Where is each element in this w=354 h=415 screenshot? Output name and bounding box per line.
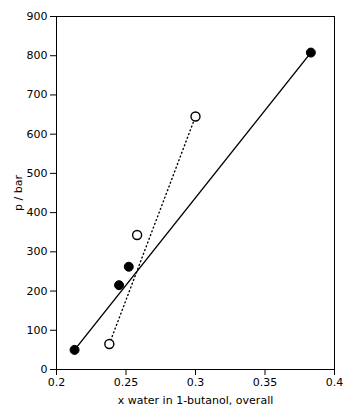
svg-text:800: 800 bbox=[27, 49, 48, 62]
svg-text:300: 300 bbox=[27, 245, 48, 258]
svg-text:900: 900 bbox=[27, 10, 48, 23]
svg-text:500: 500 bbox=[27, 167, 48, 180]
svg-text:0.25: 0.25 bbox=[114, 376, 139, 389]
svg-text:x water in 1-butanol, overall: x water in 1-butanol, overall bbox=[118, 394, 273, 407]
svg-text:0: 0 bbox=[41, 363, 48, 376]
svg-text:100: 100 bbox=[27, 324, 48, 337]
svg-text:0.4: 0.4 bbox=[326, 376, 344, 389]
svg-text:0.2: 0.2 bbox=[48, 376, 66, 389]
svg-text:0.3: 0.3 bbox=[187, 376, 205, 389]
svg-text:700: 700 bbox=[27, 88, 48, 101]
svg-text:0.35: 0.35 bbox=[253, 376, 278, 389]
svg-text:p / bar: p / bar bbox=[12, 175, 25, 211]
svg-text:600: 600 bbox=[27, 128, 48, 141]
svg-text:200: 200 bbox=[27, 285, 48, 298]
svg-text:400: 400 bbox=[27, 206, 48, 219]
